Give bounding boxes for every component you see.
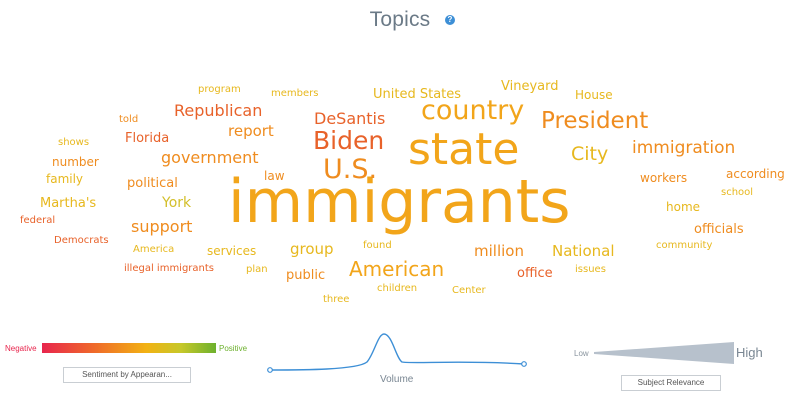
cloud-word[interactable]: America — [133, 244, 175, 255]
sentiment-by-appearance-button[interactable]: Sentiment by Appearan... — [63, 367, 191, 383]
sentiment-negative-label: Negative — [5, 344, 37, 353]
sentiment-positive-label: Positive — [219, 344, 248, 353]
cloud-word[interactable]: three — [323, 294, 350, 305]
cloud-word[interactable]: Center — [452, 285, 486, 296]
cloud-word[interactable]: according — [726, 167, 785, 181]
cloud-word[interactable]: told — [119, 114, 139, 125]
help-icon[interactable]: ? — [445, 15, 455, 25]
cloud-word[interactable]: National — [552, 242, 615, 260]
cloud-word[interactable]: President — [541, 108, 649, 134]
cloud-word[interactable]: Martha's — [40, 196, 97, 211]
cloud-word[interactable]: government — [161, 148, 259, 167]
cloud-word[interactable]: House — [575, 88, 613, 102]
cloud-word[interactable]: children — [377, 283, 418, 294]
cloud-word[interactable]: American — [349, 257, 445, 281]
volume-line — [269, 333, 525, 371]
cloud-word[interactable]: illegal immigrants — [124, 263, 215, 274]
cloud-word[interactable]: immigration — [632, 138, 736, 158]
cloud-word[interactable]: shows — [58, 137, 90, 148]
cloud-word[interactable]: program — [198, 84, 241, 95]
cloud-word[interactable]: DeSantis — [314, 109, 386, 128]
cloud-word[interactable]: family — [46, 172, 84, 186]
cloud-word[interactable]: political — [127, 176, 178, 191]
cloud-word[interactable]: United States — [373, 87, 462, 102]
cloud-word[interactable]: Florida — [125, 131, 170, 146]
cloud-word[interactable]: home — [666, 200, 701, 214]
cloud-word[interactable]: federal — [20, 215, 56, 226]
relevance-high-label: High — [736, 345, 763, 360]
cloud-word[interactable]: plan — [246, 264, 268, 275]
cloud-word[interactable]: state — [408, 124, 520, 175]
cloud-word[interactable]: group — [290, 240, 334, 258]
volume-end-handle — [521, 361, 527, 367]
cloud-word[interactable]: immigrants — [228, 167, 571, 237]
subject-relevance-button[interactable]: Subject Relevance — [621, 375, 721, 391]
cloud-word[interactable]: members — [271, 88, 319, 99]
cloud-word[interactable]: services — [207, 244, 257, 258]
cloud-word[interactable]: country — [421, 95, 525, 126]
relevance-low-label: Low — [574, 349, 589, 358]
cloud-word[interactable]: issues — [575, 264, 606, 275]
cloud-word[interactable]: public — [286, 268, 326, 283]
cloud-word[interactable]: community — [656, 240, 713, 251]
cloud-word[interactable]: report — [228, 122, 274, 140]
cloud-word[interactable]: Vineyard — [501, 79, 559, 94]
cloud-word[interactable]: Biden — [313, 126, 385, 155]
cloud-word[interactable]: York — [162, 195, 192, 211]
cloud-word[interactable]: Republican — [174, 101, 263, 120]
cloud-word[interactable]: law — [264, 169, 285, 183]
cloud-word[interactable]: officials — [694, 222, 744, 237]
sentiment-gradient-bar — [42, 343, 216, 353]
cloud-word[interactable]: U.S. — [323, 154, 378, 185]
volume-start-handle — [267, 367, 273, 373]
relevance-wedge-shape — [594, 342, 734, 364]
cloud-word[interactable]: school — [721, 187, 754, 198]
volume-label: Volume — [380, 374, 414, 385]
cloud-word[interactable]: Democrats — [54, 235, 109, 246]
cloud-word[interactable]: office — [517, 266, 553, 281]
cloud-word[interactable]: workers — [640, 171, 688, 185]
word-cloud: immigrants state country President Biden U.S.… — [20, 79, 785, 305]
cloud-word[interactable]: City — [571, 143, 609, 165]
cloud-word[interactable]: found — [363, 240, 392, 251]
cloud-word[interactable]: number — [52, 155, 99, 169]
relevance-wedge — [594, 342, 734, 364]
volume-curve — [267, 333, 527, 373]
cloud-word[interactable]: million — [474, 242, 524, 260]
page-title: Topics — [369, 8, 431, 31]
cloud-word[interactable]: support — [131, 217, 193, 236]
